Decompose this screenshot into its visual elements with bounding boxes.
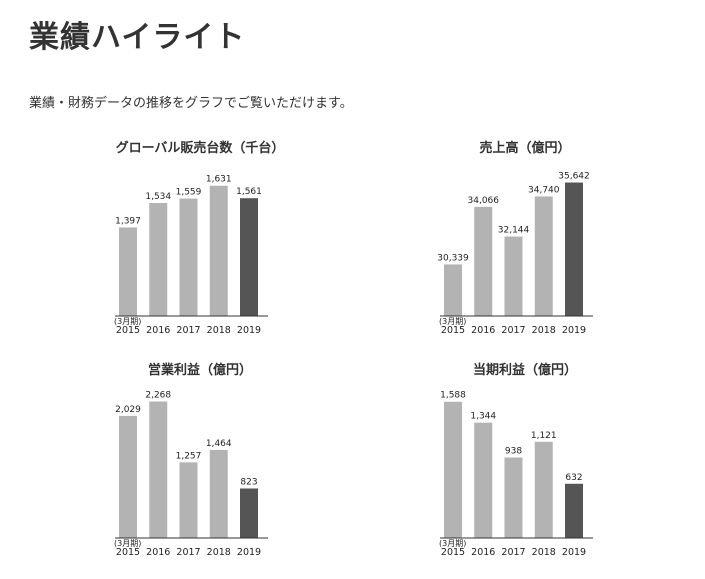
data-label: 1,561	[236, 187, 262, 197]
bar	[119, 227, 137, 316]
data-label: 1,257	[176, 451, 202, 461]
chart-net-sales: 売上高（億円） 30,339 2015 34,066 2016 32,144 2017 34…	[375, 137, 675, 357]
bar	[504, 457, 523, 538]
x-tick-label: 2016	[471, 325, 495, 336]
data-label: 34,066	[468, 196, 500, 206]
x-tick-label: 2015	[441, 547, 465, 558]
bar	[119, 415, 137, 538]
chart-plot: 30,339 2015 34,066 2016 32,144 2017 34,740 2018…	[437, 172, 593, 336]
bar	[179, 198, 198, 316]
bar	[504, 236, 523, 316]
x-tick-label: 2016	[146, 547, 170, 558]
page-title: 業績ハイライト	[29, 20, 246, 55]
x-tick-label: 2018	[207, 325, 231, 336]
x-tick-label: 2016	[471, 547, 495, 558]
data-label: 1,397	[115, 216, 141, 226]
data-label: 823	[240, 477, 257, 487]
data-label: 938	[505, 447, 522, 457]
bar	[565, 182, 583, 316]
data-label: 30,339	[437, 253, 469, 263]
x-tick-label: 2017	[501, 325, 525, 336]
chart-net-income: 当期利益（億円） 1,588 2015 1,344 2016 938 2017 1,121 2…	[375, 359, 675, 579]
chart-title: 営業利益（億円）	[147, 363, 252, 378]
bar	[240, 488, 258, 538]
data-label: 34,740	[528, 185, 560, 195]
period-note: (3月期)	[439, 317, 466, 326]
bar	[240, 198, 258, 316]
bar	[209, 449, 228, 538]
chart-operating-income: 営業利益（億円） 2,029 2015 2,268 2016 1,257 2017 1,46…	[50, 359, 350, 579]
data-label: 1,344	[470, 412, 496, 422]
x-tick-label: 2018	[532, 325, 556, 336]
data-label: 1,559	[176, 188, 202, 198]
chart-title: 売上高（億円）	[479, 141, 571, 156]
bar	[149, 203, 168, 316]
x-tick-label: 2018	[207, 547, 231, 558]
bar	[534, 441, 553, 538]
period-note: (3月期)	[114, 539, 141, 548]
bar	[444, 401, 462, 538]
x-tick-label: 2016	[146, 325, 170, 336]
intro-text: 業績・財務データの推移をグラフでご覧いただけます。	[29, 96, 353, 111]
chart-title: グローバル販売台数（千台）	[115, 141, 285, 156]
x-tick-label: 2015	[116, 547, 140, 558]
bar	[444, 264, 462, 316]
data-label: 632	[565, 473, 582, 483]
x-tick-label: 2017	[176, 547, 200, 558]
bar	[474, 422, 493, 538]
x-tick-label: 2019	[562, 325, 586, 336]
data-label: 1,534	[145, 192, 171, 202]
chart-title: 当期利益（億円）	[472, 363, 577, 378]
bar	[565, 483, 583, 538]
period-note: (3月期)	[114, 317, 141, 326]
chart-global-sales: グローバル販売台数（千台） 1,397 2015 1,534 2016 1,559 201…	[50, 137, 350, 357]
x-tick-label: 2017	[176, 325, 200, 336]
bar	[149, 401, 168, 538]
x-tick-label: 2019	[237, 547, 261, 558]
data-label: 2,268	[145, 391, 171, 401]
period-note: (3月期)	[439, 539, 466, 548]
x-tick-label: 2015	[116, 325, 140, 336]
data-label: 35,642	[558, 172, 590, 182]
chart-plot: 2,029 2015 2,268 2016 1,257 2017 1,464 2018 823 2…	[114, 391, 268, 558]
data-label: 32,144	[498, 226, 530, 236]
x-tick-label: 2018	[532, 547, 556, 558]
bar	[534, 196, 553, 316]
chart-plot: 1,588 2015 1,344 2016 938 2017 1,121 2018 632 201…	[439, 391, 593, 558]
bar	[209, 185, 228, 316]
x-tick-label: 2019	[237, 325, 261, 336]
chart-plot: 1,397 2015 1,534 2016 1,559 2017 1,631 2018 1,56…	[114, 175, 268, 336]
data-label: 1,121	[531, 431, 557, 441]
data-label: 1,464	[206, 439, 232, 449]
data-label: 1,588	[440, 391, 466, 401]
x-tick-label: 2015	[441, 325, 465, 336]
data-label: 1,631	[206, 175, 232, 185]
bar	[474, 206, 493, 316]
x-tick-label: 2019	[562, 547, 586, 558]
bar	[179, 462, 198, 538]
data-label: 2,029	[115, 405, 141, 415]
x-tick-label: 2017	[501, 547, 525, 558]
